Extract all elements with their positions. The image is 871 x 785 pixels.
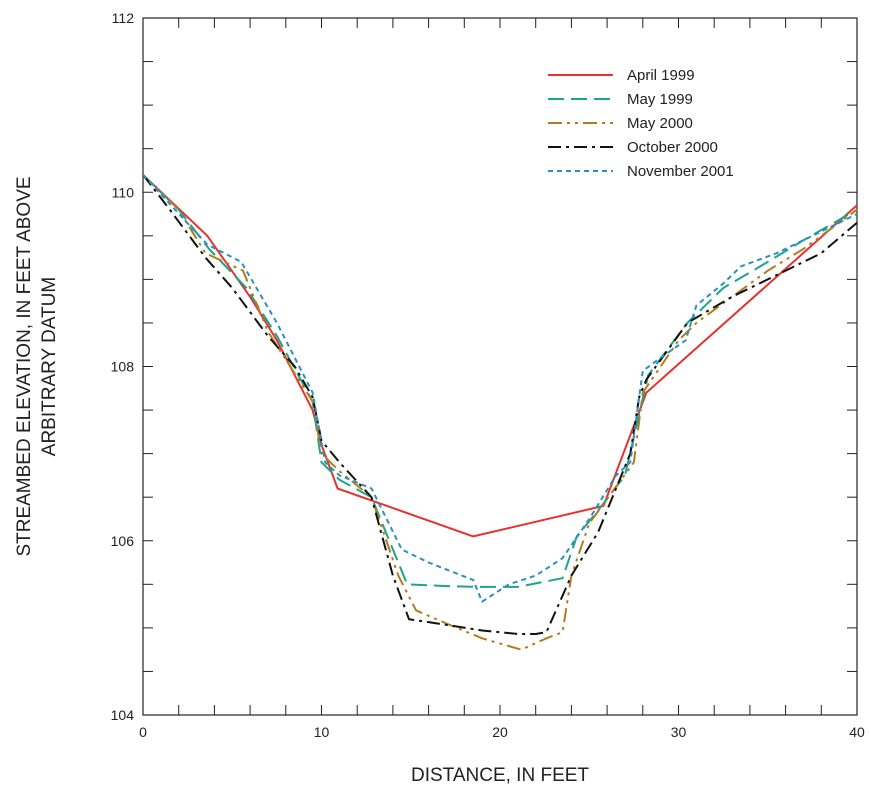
y-axis-title-line-2: ARBITRARY DATUM [39,277,60,456]
y-tick-label: 112 [112,10,135,26]
y-tick-label: 108 [111,359,135,375]
series-line-2 [142,174,858,651]
series-line-3 [142,174,858,635]
legend: April 1999 May 1999 May 2000 October 2000 No… [548,67,734,180]
legend-label-4: November 2001 [627,163,734,180]
y-tick-label: 106 [111,533,135,549]
x-axis-title: DISTANCE, IN FEET [411,765,589,785]
legend-label-2: May 2000 [627,115,693,132]
series-lines [142,174,858,651]
legend-label-1: May 1999 [627,91,693,108]
x-tick-label: 40 [849,724,865,740]
y-axis-title-line-1: STREAMBED ELEVATION, IN FEET ABOVE [14,176,35,556]
series-line-1 [142,174,858,588]
legend-label-0: April 1999 [627,67,695,84]
plot-border [142,17,858,716]
x-tick-label: 30 [671,724,687,740]
x-tick-label: 0 [139,724,147,740]
y-tick-label: 104 [111,707,135,723]
series-line-4 [142,174,858,603]
x-tick-labels: 0 10 20 30 40 [139,724,865,740]
x-tick-label: 10 [314,724,330,740]
plot-area [142,17,858,716]
x-tick-label: 20 [492,724,508,740]
series-line-0 [142,174,858,538]
minor-ticks [142,17,858,716]
y-tick-labels: 104 106 108 110 112 [111,10,135,723]
y-tick-label: 110 [112,184,135,200]
legend-label-3: October 2000 [627,139,718,156]
